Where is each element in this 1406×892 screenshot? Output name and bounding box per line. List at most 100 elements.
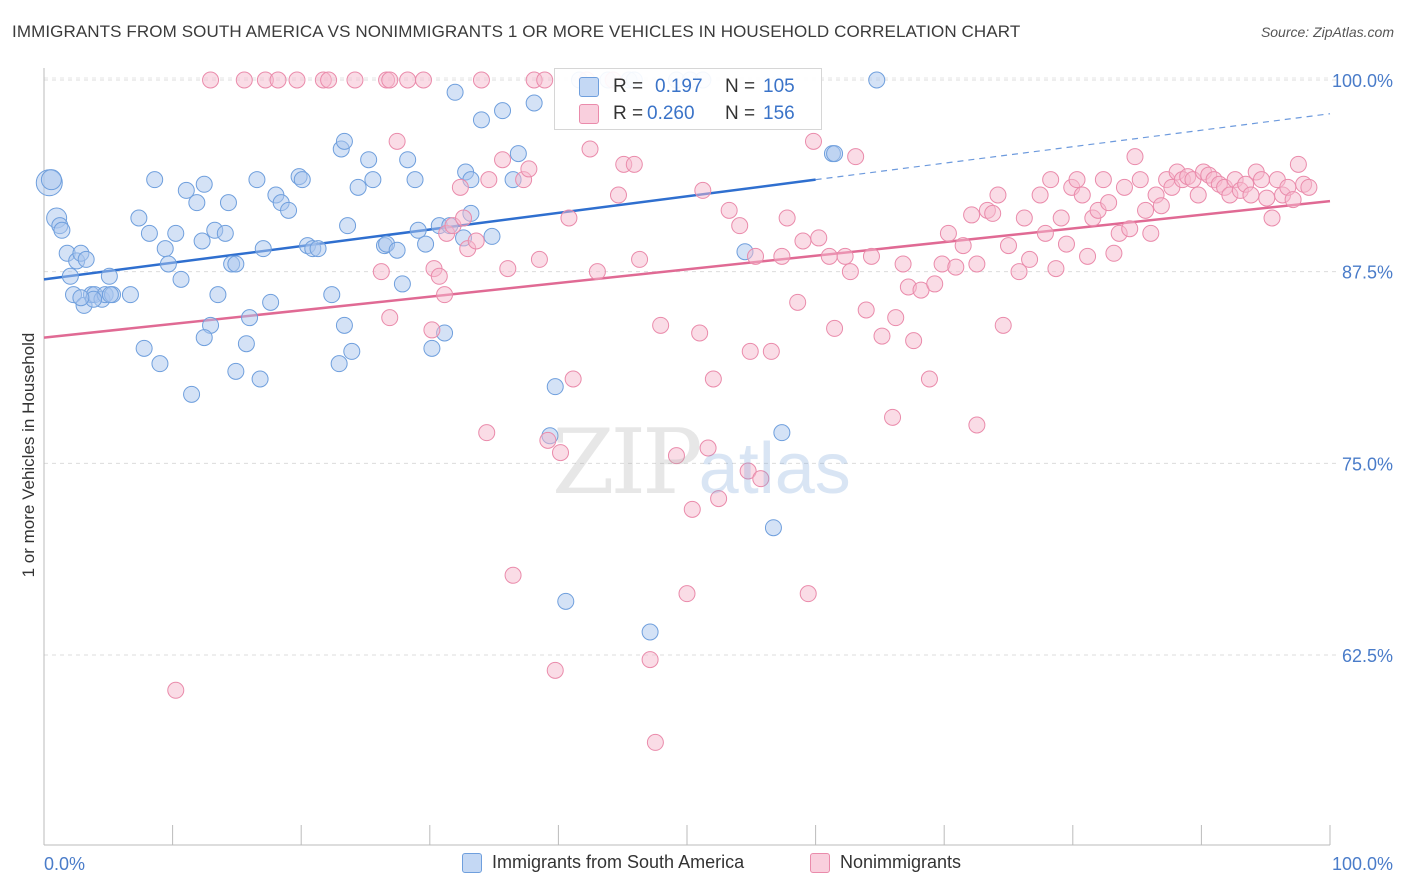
point-immigrants (193, 232, 211, 250)
point-nonimmigrants (1068, 171, 1086, 189)
point-nonimmigrants (894, 255, 912, 273)
point-nonimmigrants (539, 431, 557, 449)
point-nonimmigrants (887, 309, 905, 327)
point-nonimmigrants (1121, 220, 1139, 238)
stats-r-value-1: 0.260 (647, 103, 695, 124)
point-nonimmigrants (1284, 191, 1302, 209)
point-nonimmigrants (720, 201, 738, 219)
point-immigrants (509, 145, 527, 163)
point-nonimmigrants (994, 316, 1012, 334)
point-immigrants (417, 235, 435, 253)
point-immigrants (406, 171, 424, 189)
point-nonimmigrants (269, 71, 287, 89)
point-nonimmigrants (399, 71, 417, 89)
legend-item-immigrants[interactable]: Immigrants from South America (462, 852, 744, 873)
point-nonimmigrants (1094, 171, 1112, 189)
point-immigrants (360, 151, 378, 169)
point-immigrants (343, 342, 361, 360)
point-nonimmigrants (678, 585, 696, 603)
point-nonimmigrants (1258, 189, 1276, 207)
point-nonimmigrants (799, 585, 817, 603)
point-nonimmigrants (963, 206, 981, 224)
point-nonimmigrants (530, 250, 548, 268)
chart-title: IMMIGRANTS FROM SOUTH AMERICA VS NONIMMI… (12, 22, 1021, 41)
point-nonimmigrants (739, 462, 757, 480)
point-immigrants (195, 175, 213, 193)
x-tick-label-min: 0.0% (44, 854, 85, 874)
point-nonimmigrants (564, 370, 582, 388)
point-nonimmigrants (820, 247, 838, 265)
point-nonimmigrants (1300, 178, 1318, 196)
point-immigrants (156, 240, 174, 258)
point-immigrants (53, 221, 71, 239)
point-nonimmigrants (752, 470, 770, 488)
point-nonimmigrants (478, 424, 496, 442)
point-immigrants (364, 171, 382, 189)
point-nonimmigrants (841, 263, 859, 281)
y-tick-label: 75.0% (1342, 454, 1393, 474)
point-immigrants (219, 194, 237, 212)
point-nonimmigrants (1142, 224, 1160, 242)
point-immigrants (525, 94, 543, 112)
point-nonimmigrants (1105, 244, 1123, 262)
point-immigrants (641, 623, 659, 641)
point-immigrants (868, 71, 886, 89)
point-immigrants (77, 250, 95, 268)
point-immigrants (330, 355, 348, 373)
point-immigrants (335, 132, 353, 150)
point-nonimmigrants (1100, 194, 1118, 212)
trend-line-immigrants-extension (815, 113, 1331, 181)
point-immigrants (409, 221, 427, 239)
point-nonimmigrants (552, 444, 570, 462)
x-tick-label-max: 100.0% (1332, 854, 1393, 874)
legend-label-nonimmigrants: Nonimmigrants (840, 852, 962, 872)
point-nonimmigrants (1126, 148, 1144, 166)
point-nonimmigrants (747, 247, 765, 265)
point-nonimmigrants (1137, 201, 1155, 219)
point-nonimmigrants (472, 71, 490, 89)
point-immigrants (101, 286, 119, 304)
point-nonimmigrants (1131, 171, 1149, 189)
point-immigrants (209, 286, 227, 304)
stats-legend: R = 0.197 N = 105 R = 0.260 N = 156 (554, 68, 822, 130)
legend-item-nonimmigrants[interactable]: Nonimmigrants (810, 852, 961, 873)
point-nonimmigrants (288, 71, 306, 89)
point-immigrants (339, 217, 357, 235)
data-points (35, 71, 1318, 751)
point-immigrants (323, 286, 341, 304)
legend-swatch-nonimmigrants (810, 852, 830, 873)
point-nonimmigrants (968, 416, 986, 434)
point-immigrants (335, 316, 353, 334)
point-immigrants (40, 169, 62, 191)
point-immigrants (241, 309, 259, 327)
point-immigrants (446, 83, 464, 101)
axes (43, 68, 1331, 846)
point-immigrants (177, 181, 195, 199)
point-immigrants (557, 592, 575, 610)
bottom-legend: Immigrants from South America Nonimmigra… (0, 852, 1406, 878)
point-nonimmigrants (1152, 197, 1170, 215)
point-nonimmigrants (926, 275, 944, 293)
point-nonimmigrants (625, 155, 643, 173)
y-tick-label: 100.0% (1332, 71, 1393, 91)
point-immigrants (195, 329, 213, 347)
point-nonimmigrants (939, 224, 957, 242)
point-immigrants (494, 102, 512, 120)
point-nonimmigrants (789, 293, 807, 311)
legend-swatch-immigrants (462, 852, 482, 873)
point-nonimmigrants (920, 370, 938, 388)
point-immigrants (135, 339, 153, 357)
point-nonimmigrants (826, 319, 844, 337)
point-nonimmigrants (588, 263, 606, 281)
point-immigrants (72, 289, 90, 307)
point-nonimmigrants (381, 71, 399, 89)
stats-swatch-0 (579, 77, 599, 97)
point-immigrants (183, 385, 201, 403)
point-immigrants (227, 362, 245, 380)
point-nonimmigrants (455, 209, 473, 227)
point-nonimmigrants (346, 71, 364, 89)
point-nonimmigrants (504, 566, 522, 584)
point-nonimmigrants (704, 370, 722, 388)
point-immigrants (483, 227, 501, 245)
point-immigrants (227, 255, 245, 273)
